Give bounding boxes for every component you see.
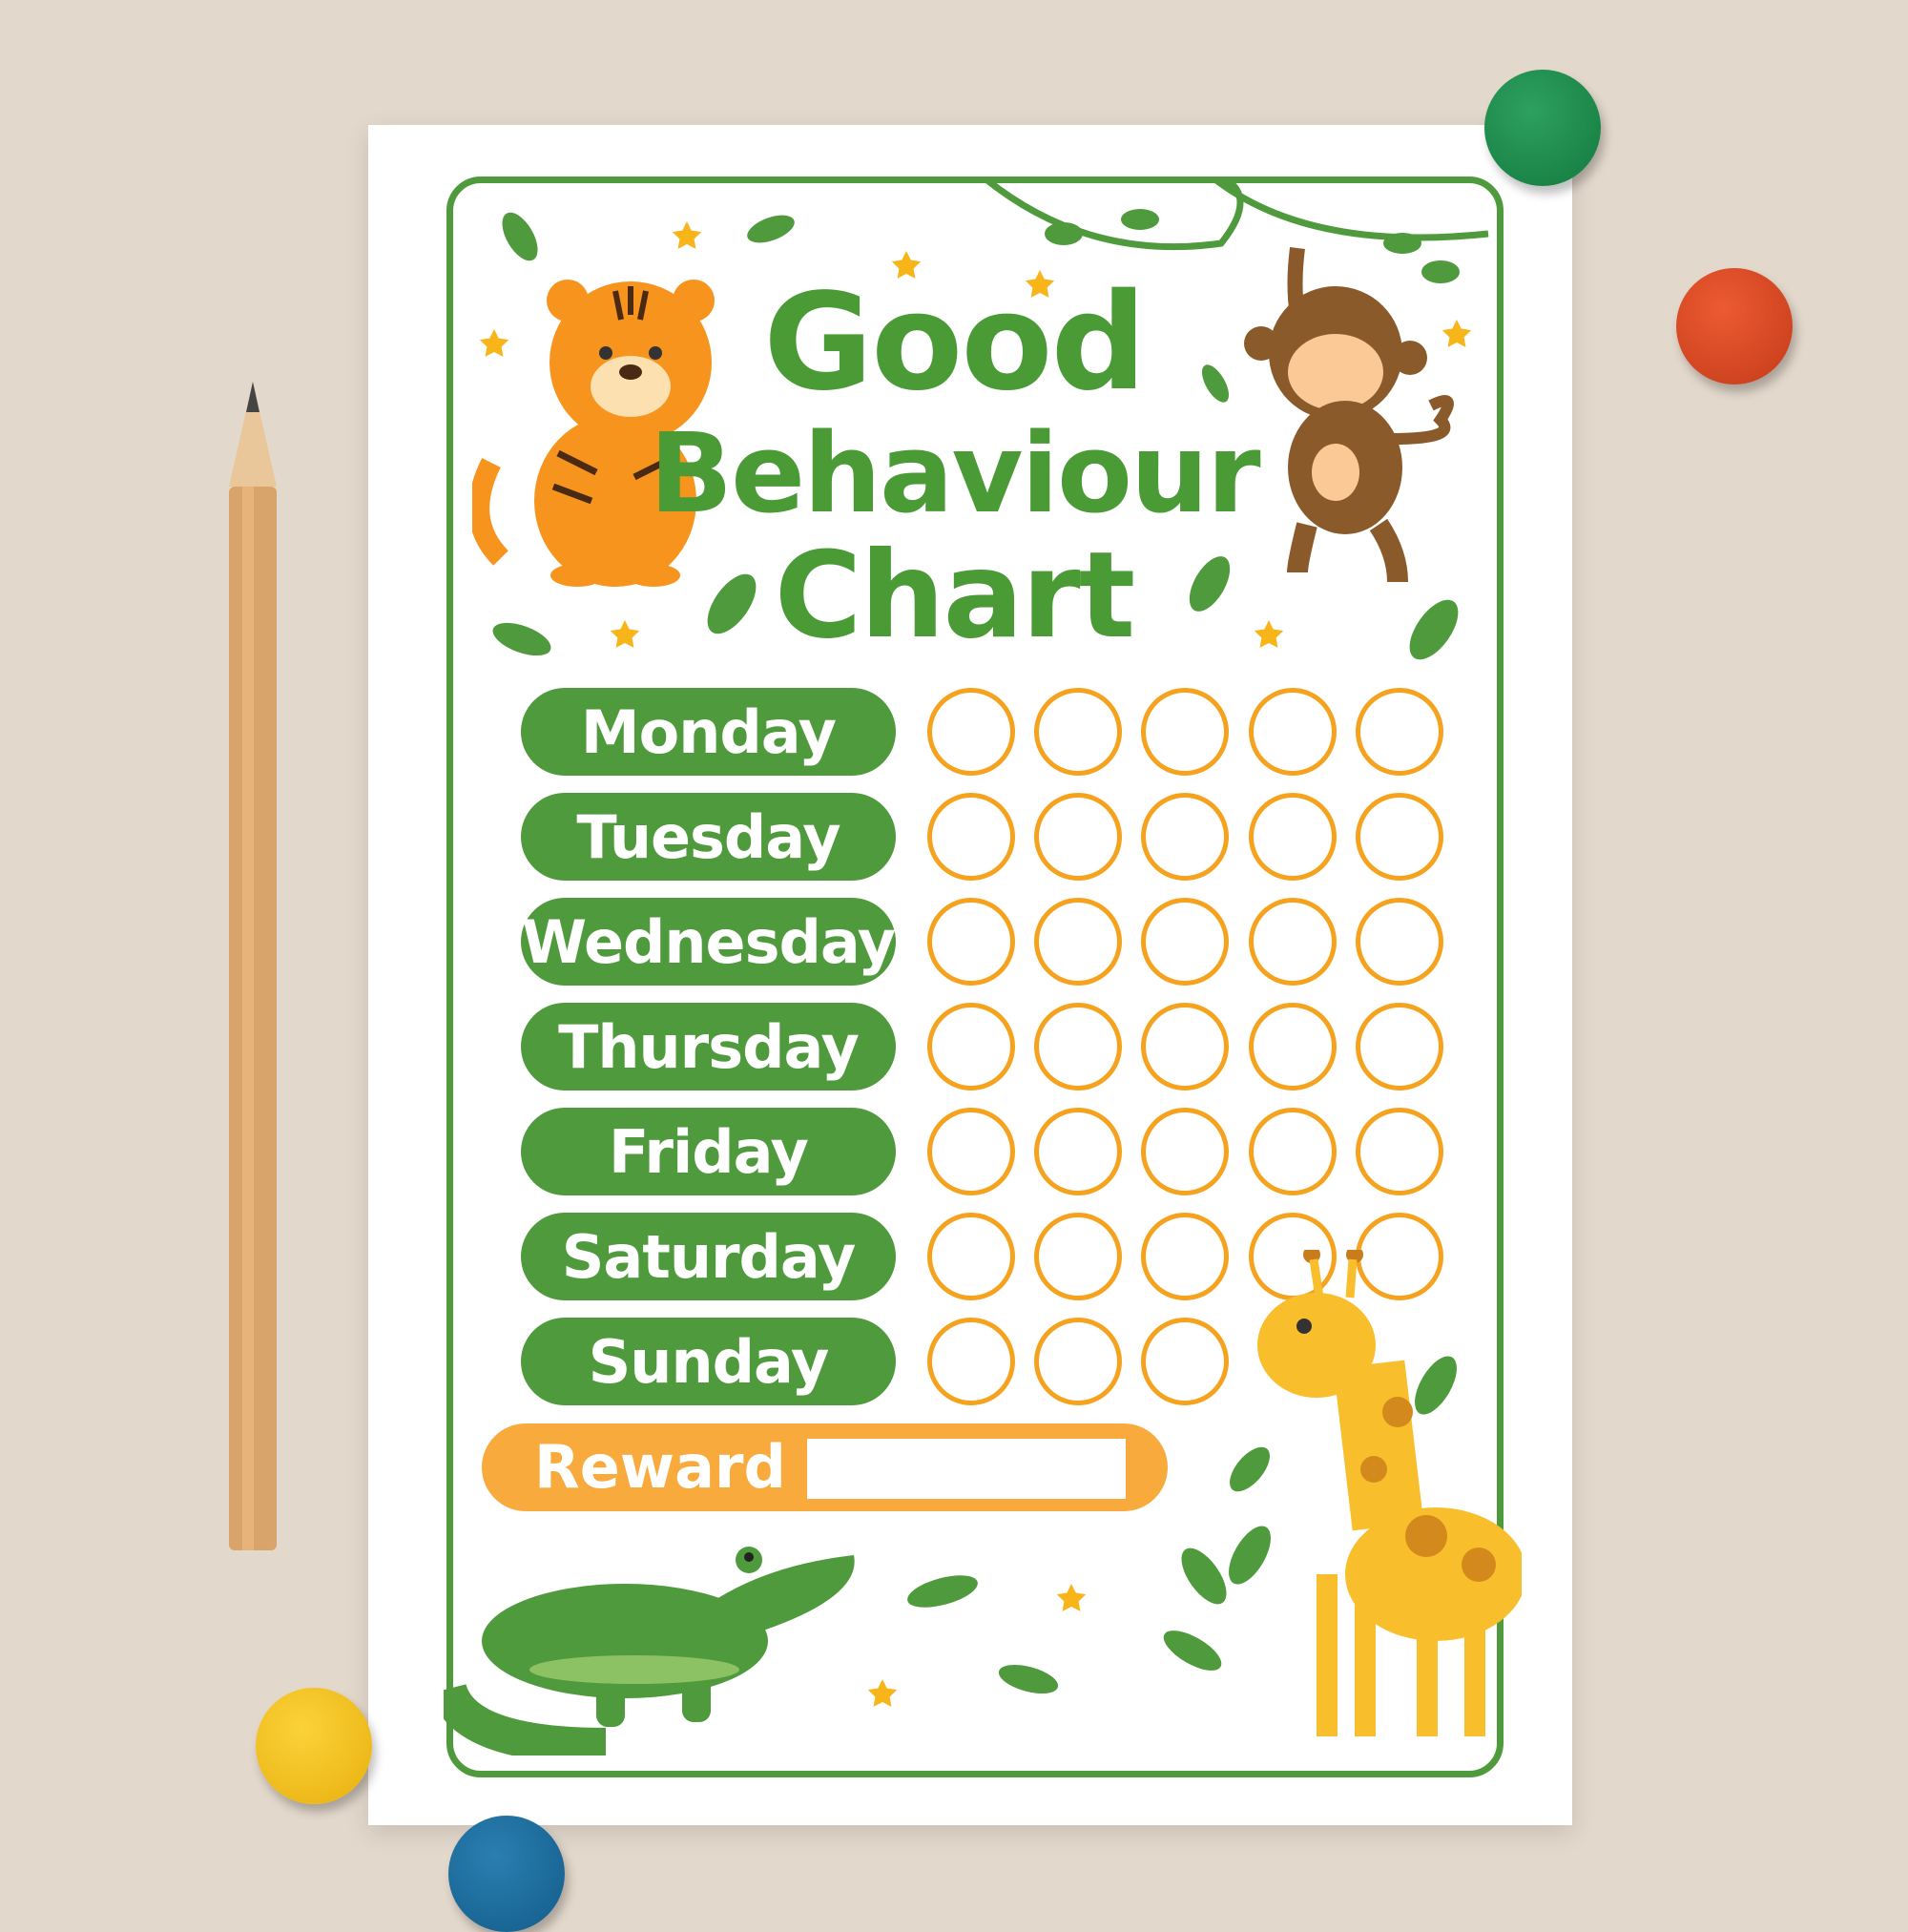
checkbox-circle[interactable] — [1034, 898, 1122, 986]
checkbox-circle[interactable] — [1249, 898, 1337, 986]
day-label-friday: Friday — [521, 1108, 896, 1195]
checkbox-circle[interactable] — [1141, 898, 1229, 986]
checkbox-circle[interactable] — [1249, 688, 1337, 776]
day-label-tuesday: Tuesday — [521, 793, 896, 881]
checkbox-circle[interactable] — [1249, 1108, 1337, 1195]
checkbox-circle[interactable] — [1141, 1318, 1229, 1405]
day-label-monday: Monday — [521, 688, 896, 776]
checkbox-circle[interactable] — [1141, 1003, 1229, 1091]
reward-label: Reward — [534, 1432, 786, 1502]
checkbox-circle[interactable] — [1034, 688, 1122, 776]
reward-input[interactable] — [807, 1439, 1126, 1499]
vine-decoration — [980, 177, 1489, 283]
checkbox-circle[interactable] — [1356, 1213, 1443, 1300]
day-label-wednesday: Wednesday — [521, 898, 896, 986]
yellow-push-pin — [256, 1688, 372, 1804]
tiger-illustration — [472, 280, 715, 587]
day-label-thursday: Thursday — [521, 1003, 896, 1091]
checkbox-circle[interactable] — [1034, 1213, 1122, 1300]
checkbox-circle[interactable] — [927, 1003, 1015, 1091]
checkbox-circle[interactable] — [1356, 1108, 1443, 1195]
blue-push-pin — [448, 1816, 565, 1932]
checkbox-circle[interactable] — [1034, 1318, 1122, 1405]
checkbox-circle[interactable] — [927, 793, 1015, 881]
checkbox-circle[interactable] — [927, 1108, 1015, 1195]
title-behaviour: Behaviour — [649, 410, 1260, 538]
pencil-icon — [229, 382, 277, 1550]
checkbox-circle[interactable] — [1034, 1108, 1122, 1195]
checkbox-circle[interactable] — [1249, 1213, 1337, 1300]
day-label-saturday: Saturday — [521, 1213, 896, 1300]
green-push-pin — [1484, 70, 1601, 186]
checkbox-circle[interactable] — [1356, 688, 1443, 776]
chart-border — [446, 177, 1504, 1777]
checkbox-circle[interactable] — [1141, 793, 1229, 881]
checkbox-circle[interactable] — [1141, 1108, 1229, 1195]
title-good: Good — [763, 265, 1147, 421]
checkbox-circle[interactable] — [927, 1318, 1015, 1405]
checkbox-circle[interactable] — [1034, 1003, 1122, 1091]
checkbox-circle[interactable] — [1356, 898, 1443, 986]
red-push-pin — [1676, 268, 1793, 384]
checkbox-circle[interactable] — [1141, 1213, 1229, 1300]
monkey-illustration — [1244, 247, 1454, 583]
checkbox-circle[interactable] — [1249, 793, 1337, 881]
checkbox-circle[interactable] — [927, 1213, 1015, 1300]
giraffe-illustration — [1257, 1250, 1522, 1736]
checkbox-circle[interactable] — [1034, 793, 1122, 881]
checkbox-circle[interactable] — [1249, 1003, 1337, 1091]
day-label-sunday: Sunday — [521, 1318, 896, 1405]
title-chart: Chart — [774, 527, 1135, 665]
checkbox-circle[interactable] — [1141, 688, 1229, 776]
checkbox-circle[interactable] — [927, 688, 1015, 776]
checkbox-circle[interactable] — [1356, 793, 1443, 881]
checkbox-circle[interactable] — [1356, 1003, 1443, 1091]
crocodile-illustration — [444, 1547, 855, 1755]
checkbox-circle[interactable] — [927, 898, 1015, 986]
